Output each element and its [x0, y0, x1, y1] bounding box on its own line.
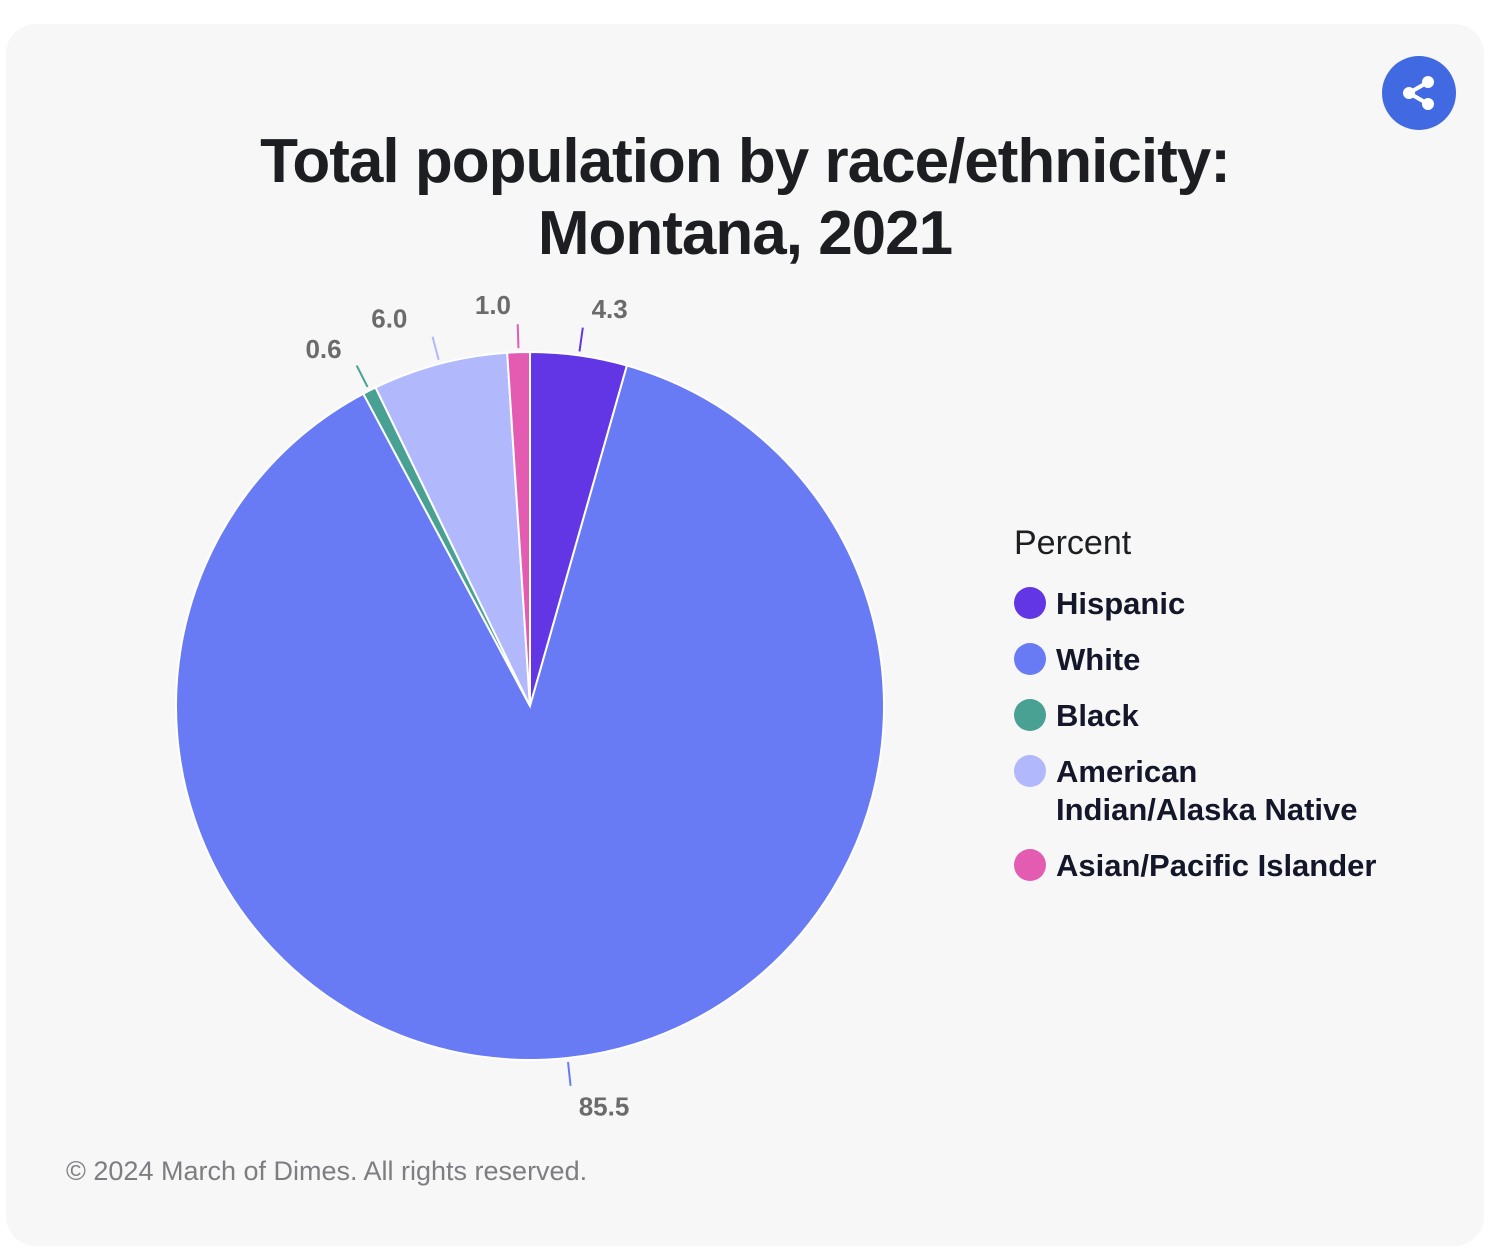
legend-swatch	[1014, 849, 1046, 881]
legend-item[interactable]: Hispanic	[1014, 585, 1474, 623]
legend-item[interactable]: White	[1014, 641, 1474, 679]
legend-swatch	[1014, 587, 1046, 619]
legend-label: Black	[1056, 698, 1139, 733]
legend-label: White	[1056, 642, 1141, 677]
legend-swatch	[1014, 755, 1046, 787]
legend-item[interactable]: Black	[1014, 697, 1474, 735]
chart-title: Total population by race/ethnicity: Mont…	[0, 126, 1490, 270]
slice-value-label: 4.3	[592, 294, 628, 324]
legend-item[interactable]: Asian/Pacific Islander	[1014, 847, 1474, 885]
share-button[interactable]	[1382, 56, 1456, 130]
legend-label: American Indian/Alaska Native	[1056, 754, 1358, 827]
pie-slice-white[interactable]	[175, 364, 885, 1061]
legend-item[interactable]: American Indian/Alaska Native	[1014, 753, 1474, 829]
legend-swatch	[1014, 699, 1046, 731]
pie-slice-american-indian-alaska-native[interactable]	[374, 351, 531, 707]
leader-line	[431, 336, 440, 361]
copyright-text: © 2024 March of Dimes. All rights reserv…	[66, 1156, 588, 1186]
slice-value-label: 1.0	[475, 290, 511, 320]
legend-label: Hispanic	[1056, 586, 1186, 621]
chart-title-line-1: Total population by race/ethnicity:	[260, 127, 1231, 196]
legend-title: Percent	[1014, 524, 1132, 562]
leader-line	[567, 1061, 572, 1086]
leader-line	[578, 327, 584, 352]
leader-line	[355, 365, 369, 388]
share-icon	[1403, 76, 1434, 110]
legend-label: Asian/Pacific Islander	[1056, 848, 1377, 883]
legend: Percent Hispanic White Black American India…	[1014, 524, 1474, 903]
slice-value-label: 6.0	[371, 303, 407, 333]
chart-title-line-2: Montana, 2021	[537, 199, 953, 268]
slice-value-label: 0.6	[305, 334, 341, 364]
pie-slice-asian-pacific-islander[interactable]	[506, 350, 531, 707]
slice-value-label: 85.5	[579, 1092, 630, 1122]
leader-line	[516, 324, 520, 349]
legend-swatch	[1014, 643, 1046, 675]
